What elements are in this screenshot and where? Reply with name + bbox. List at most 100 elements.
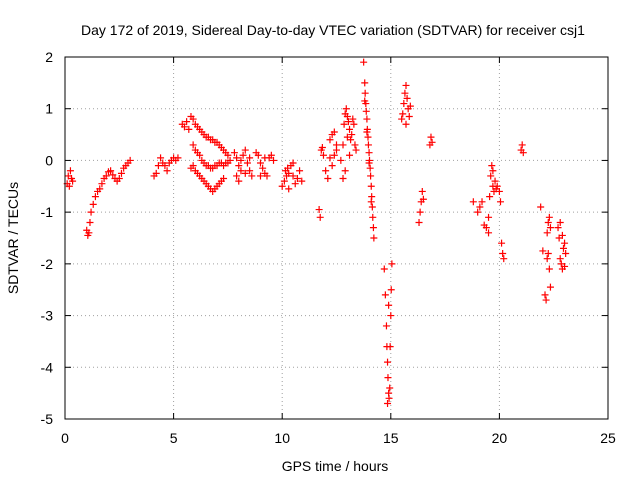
data-point	[369, 224, 377, 232]
data-point	[293, 175, 301, 183]
data-point	[163, 167, 171, 175]
data-point	[241, 169, 249, 177]
data-point	[385, 301, 393, 309]
data-point	[280, 177, 288, 185]
data-point	[315, 206, 323, 214]
data-point	[384, 358, 392, 366]
data-point	[365, 149, 373, 157]
data-point	[365, 159, 373, 167]
data-point	[546, 224, 554, 232]
data-point	[98, 180, 106, 188]
data-point	[381, 291, 389, 299]
data-point	[493, 182, 501, 190]
data-point	[543, 255, 551, 263]
data-point	[361, 97, 369, 105]
data-point	[351, 141, 359, 149]
data-point	[500, 255, 508, 263]
data-point	[545, 265, 553, 273]
chart-title: Day 172 of 2019, Sidereal Day-to-day VTE…	[81, 22, 585, 38]
data-point	[367, 198, 375, 206]
y-tick-label: 2	[45, 49, 53, 65]
data-point	[387, 312, 395, 320]
data-point	[328, 162, 336, 170]
data-point	[401, 89, 409, 97]
data-point	[241, 146, 249, 154]
data-point	[330, 151, 338, 159]
data-point	[337, 156, 345, 164]
data-point	[406, 102, 414, 110]
data-point	[361, 79, 369, 87]
data-point	[243, 159, 251, 167]
data-point	[235, 177, 243, 185]
y-tick-label: -2	[41, 256, 54, 272]
data-point	[189, 115, 197, 123]
data-point	[384, 374, 392, 382]
data-point	[69, 177, 77, 185]
data-point	[543, 229, 551, 237]
data-point	[539, 247, 547, 255]
data-point	[367, 182, 375, 190]
grid-lines	[65, 57, 608, 419]
data-point	[386, 343, 394, 351]
y-tick-label: -4	[41, 359, 54, 375]
data-point	[91, 193, 99, 201]
data-point	[333, 146, 340, 154]
data-point	[364, 141, 372, 149]
x-tick-label: 15	[383, 430, 399, 446]
data-point	[278, 182, 286, 190]
data-point	[117, 169, 125, 177]
data-point	[556, 255, 564, 263]
data-point	[89, 200, 97, 208]
data-point	[326, 154, 334, 162]
data-point	[556, 218, 564, 226]
data-point	[366, 164, 374, 172]
data-point	[270, 156, 278, 164]
data-point	[487, 172, 495, 180]
data-point	[428, 138, 436, 146]
data-point	[109, 171, 117, 179]
x-tick-label: 25	[600, 430, 616, 446]
data-point	[418, 187, 426, 195]
data-point	[352, 146, 360, 154]
data-point	[196, 151, 204, 159]
data-point	[289, 159, 297, 167]
data-point	[246, 154, 254, 162]
data-point	[415, 218, 423, 226]
data-point	[562, 250, 570, 258]
data-point	[87, 208, 95, 216]
data-point	[367, 172, 375, 180]
data-point	[545, 213, 553, 221]
data-point	[400, 100, 408, 108]
x-axis-label: GPS time / hours	[282, 458, 389, 474]
data-point	[498, 239, 506, 247]
plot-frame	[64, 56, 609, 420]
data-point	[267, 151, 275, 159]
data-point	[348, 131, 356, 139]
data-point	[322, 167, 330, 175]
data-point	[518, 141, 526, 149]
data-point	[489, 167, 497, 175]
data-point	[343, 133, 351, 141]
data-point	[499, 250, 507, 258]
data-point	[233, 154, 241, 162]
data-point	[485, 229, 493, 237]
data-point	[350, 120, 358, 128]
tick-marks	[64, 56, 609, 420]
data-point	[385, 394, 393, 402]
data-point	[360, 58, 368, 66]
data-point	[561, 262, 569, 270]
y-tick-label: -5	[41, 411, 54, 427]
data-point	[161, 162, 169, 170]
data-point	[387, 286, 395, 294]
x-tick-label: 20	[492, 430, 508, 446]
data-point	[546, 283, 554, 291]
data-point	[542, 296, 550, 304]
data-point	[419, 195, 427, 203]
data-point	[296, 167, 304, 175]
data-point	[369, 213, 377, 221]
data-point	[368, 203, 376, 211]
data-point	[220, 175, 228, 183]
data-point	[239, 151, 247, 159]
x-tick-label: 10	[274, 430, 290, 446]
